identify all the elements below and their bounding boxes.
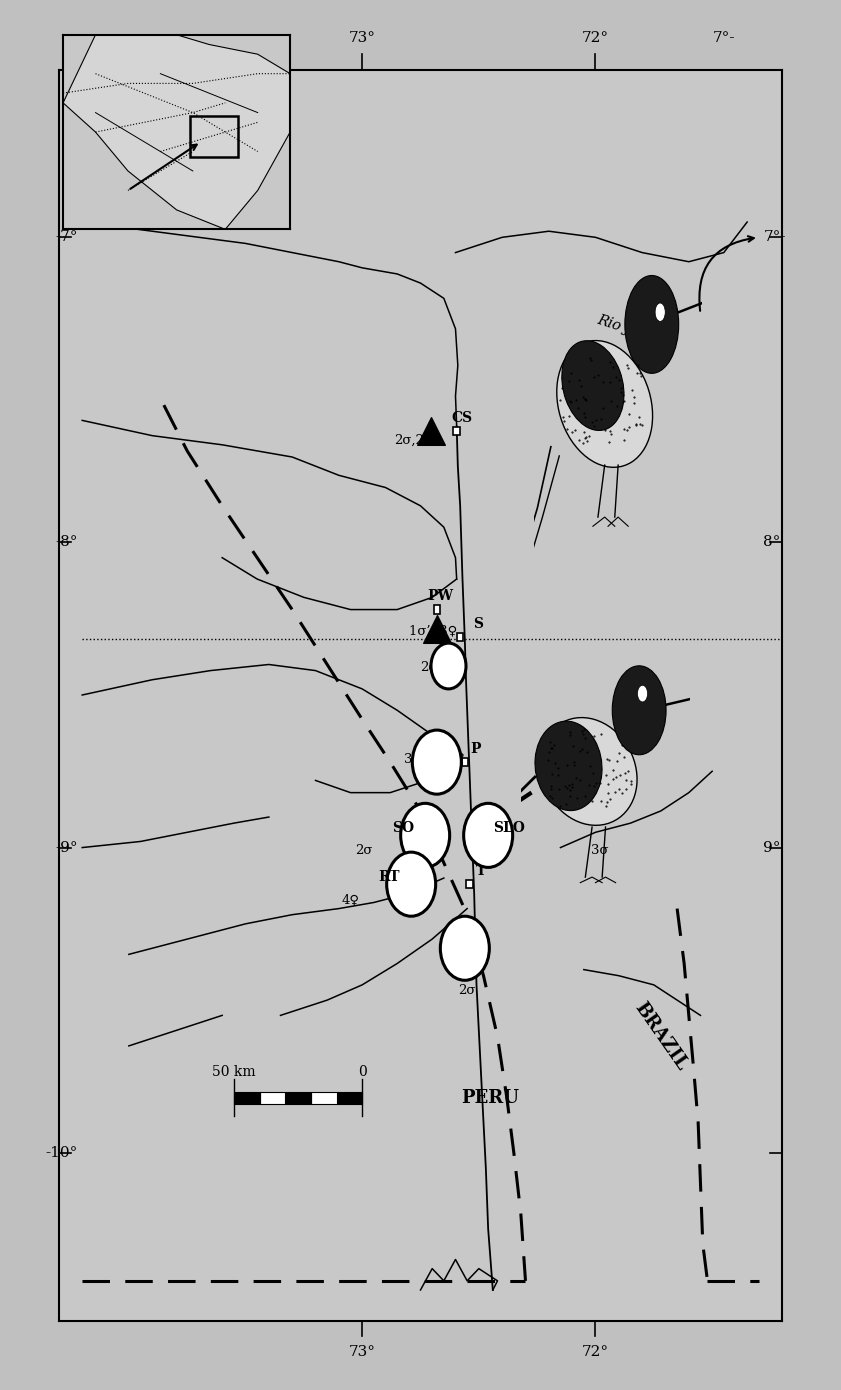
Circle shape (387, 852, 436, 916)
Text: P: P (471, 742, 481, 756)
Text: 7°-: 7°- (764, 231, 786, 245)
Text: RT: RT (378, 870, 400, 884)
Text: 72°: 72° (582, 1346, 609, 1359)
Text: 9°: 9° (764, 841, 781, 855)
Text: 2σ: 2σ (420, 662, 438, 674)
Bar (434, 605, 440, 614)
Text: 2σ,2♀: 2σ,2♀ (394, 434, 433, 446)
Bar (462, 758, 468, 766)
Text: 4♀: 4♀ (341, 892, 359, 906)
Text: -9°: -9° (55, 841, 77, 855)
Text: T: T (475, 865, 486, 878)
Circle shape (400, 803, 450, 867)
Bar (453, 427, 460, 435)
Text: PERU: PERU (462, 1088, 520, 1106)
Text: S: S (473, 617, 484, 631)
Text: 1σ’  3♀: 1σ’ 3♀ (409, 624, 458, 638)
Point (424, 420, 437, 442)
Text: SO: SO (393, 821, 415, 835)
Text: 3σ: 3σ (591, 844, 608, 858)
Text: 0: 0 (357, 1065, 367, 1080)
Bar (234, 1091, 260, 1104)
Text: BRAZIL: BRAZIL (631, 999, 690, 1074)
Ellipse shape (541, 717, 637, 826)
Text: 2σ: 2σ (355, 844, 373, 858)
Polygon shape (63, 35, 290, 229)
Circle shape (637, 685, 648, 702)
Ellipse shape (535, 721, 602, 810)
Bar (466, 880, 473, 888)
Text: 72°: 72° (582, 31, 609, 44)
Text: PW: PW (427, 589, 453, 603)
Bar (189, 117, 238, 157)
Point (430, 619, 443, 641)
Text: 3σ’  3♀,3-: 3σ’ 3♀,3- (405, 752, 470, 766)
Circle shape (431, 644, 466, 689)
Text: 2σ: 2σ (458, 984, 476, 997)
Circle shape (463, 803, 513, 867)
Text: 73°: 73° (349, 1346, 376, 1359)
Text: Rio Juruá: Rio Juruá (595, 311, 666, 348)
Text: 7°-: 7°- (712, 31, 735, 44)
Bar (311, 1091, 336, 1104)
Text: -8°: -8° (55, 535, 77, 549)
Text: SLO: SLO (494, 821, 526, 835)
Bar (336, 1091, 362, 1104)
Circle shape (612, 666, 666, 755)
Circle shape (412, 730, 462, 794)
Text: 50 km: 50 km (212, 1065, 256, 1080)
Circle shape (655, 303, 665, 321)
Ellipse shape (557, 341, 653, 467)
Text: -7°: -7° (55, 231, 77, 245)
Bar (457, 632, 463, 641)
Text: 8°: 8° (764, 535, 780, 549)
Bar (285, 1091, 311, 1104)
Text: 73°: 73° (349, 31, 376, 44)
Circle shape (625, 275, 679, 374)
Ellipse shape (562, 341, 624, 431)
Text: -10°: -10° (45, 1145, 77, 1159)
Circle shape (441, 916, 489, 980)
Text: CS: CS (452, 411, 473, 425)
Bar (260, 1091, 285, 1104)
